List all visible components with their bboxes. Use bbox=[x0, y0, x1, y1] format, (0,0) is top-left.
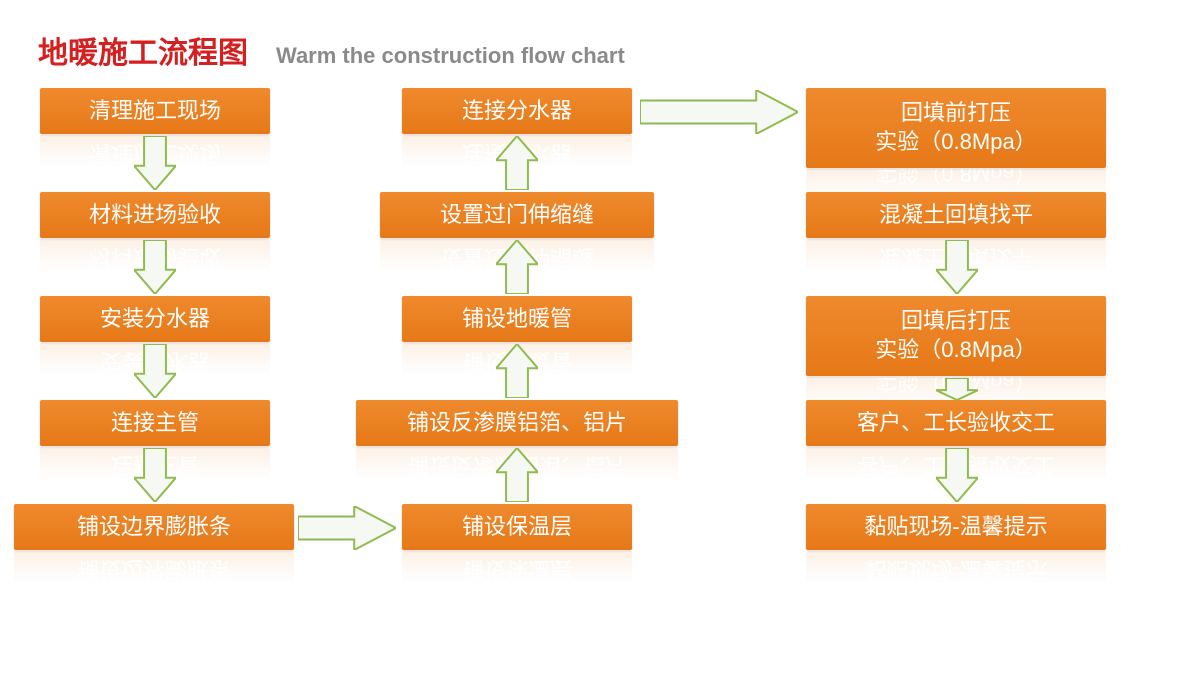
flow-node-reflection-n14: 客户、工长验收交工 bbox=[806, 447, 1106, 483]
flow-node-n13: 回填后打压 实验（0.8Mpa） bbox=[806, 296, 1106, 376]
flow-arrow-a7 bbox=[496, 344, 538, 398]
flow-node-n12: 混凝土回填找平 bbox=[806, 192, 1106, 238]
title-row: 地暖施工流程图 Warm the construction flow chart bbox=[38, 28, 625, 72]
flow-node-reflection-n6: 连接分水器 bbox=[402, 135, 632, 171]
flow-node-n1: 清理施工现场 bbox=[40, 88, 270, 134]
flow-node-reflection-n10: 铺设保温层 bbox=[402, 551, 632, 587]
flow-node-reflection-n1: 清理施工现场 bbox=[40, 135, 270, 171]
flow-node-n6: 连接分水器 bbox=[402, 88, 632, 134]
flow-node-n8: 铺设地暖管 bbox=[402, 296, 632, 342]
flow-node-n5: 铺设边界膨胀条 bbox=[14, 504, 294, 550]
title-chinese: 地暖施工流程图 bbox=[38, 28, 248, 72]
flow-node-reflection-n12: 混凝土回填找平 bbox=[806, 239, 1106, 275]
flow-node-reflection-n8: 铺设地暖管 bbox=[402, 343, 632, 379]
flow-node-reflection-n9: 铺设反渗膜铝箔、铝片 bbox=[356, 447, 678, 483]
flow-arrow-a9 bbox=[496, 136, 538, 190]
flow-arrow-a10 bbox=[640, 90, 798, 134]
flow-node-n10: 铺设保温层 bbox=[402, 504, 632, 550]
flow-arrow-a8 bbox=[496, 240, 538, 294]
flow-arrow-a6 bbox=[496, 448, 538, 502]
flow-arrow-a2 bbox=[134, 240, 176, 294]
flow-node-n7: 设置过门伸缩缝 bbox=[380, 192, 654, 238]
flow-arrow-a13 bbox=[936, 448, 978, 502]
flow-arrow-a3 bbox=[134, 344, 176, 398]
flow-node-n4: 连接主管 bbox=[40, 400, 270, 446]
title-english: Warm the construction flow chart bbox=[276, 43, 625, 69]
flow-node-reflection-n7: 设置过门伸缩缝 bbox=[380, 239, 654, 275]
flow-node-n14: 客户、工长验收交工 bbox=[806, 400, 1106, 446]
flow-arrow-a12 bbox=[936, 378, 978, 400]
flow-arrow-a5 bbox=[298, 506, 396, 550]
flow-node-n9: 铺设反渗膜铝箔、铝片 bbox=[356, 400, 678, 446]
flow-arrow-a1 bbox=[134, 136, 176, 190]
flow-node-n15: 黏贴现场-温馨提示 bbox=[806, 504, 1106, 550]
flow-node-reflection-n3: 安装分水器 bbox=[40, 343, 270, 379]
flow-arrow-a11 bbox=[936, 240, 978, 294]
flow-node-n11: 回填前打压 实验（0.8Mpa） bbox=[806, 88, 1106, 168]
flow-arrow-a4 bbox=[134, 448, 176, 502]
flow-node-reflection-n15: 黏贴现场-温馨提示 bbox=[806, 551, 1106, 587]
flow-node-reflection-n2: 材料进场验收 bbox=[40, 239, 270, 275]
flow-node-reflection-n4: 连接主管 bbox=[40, 447, 270, 483]
flow-node-n2: 材料进场验收 bbox=[40, 192, 270, 238]
flow-node-n3: 安装分水器 bbox=[40, 296, 270, 342]
flow-node-reflection-n5: 铺设边界膨胀条 bbox=[14, 551, 294, 587]
